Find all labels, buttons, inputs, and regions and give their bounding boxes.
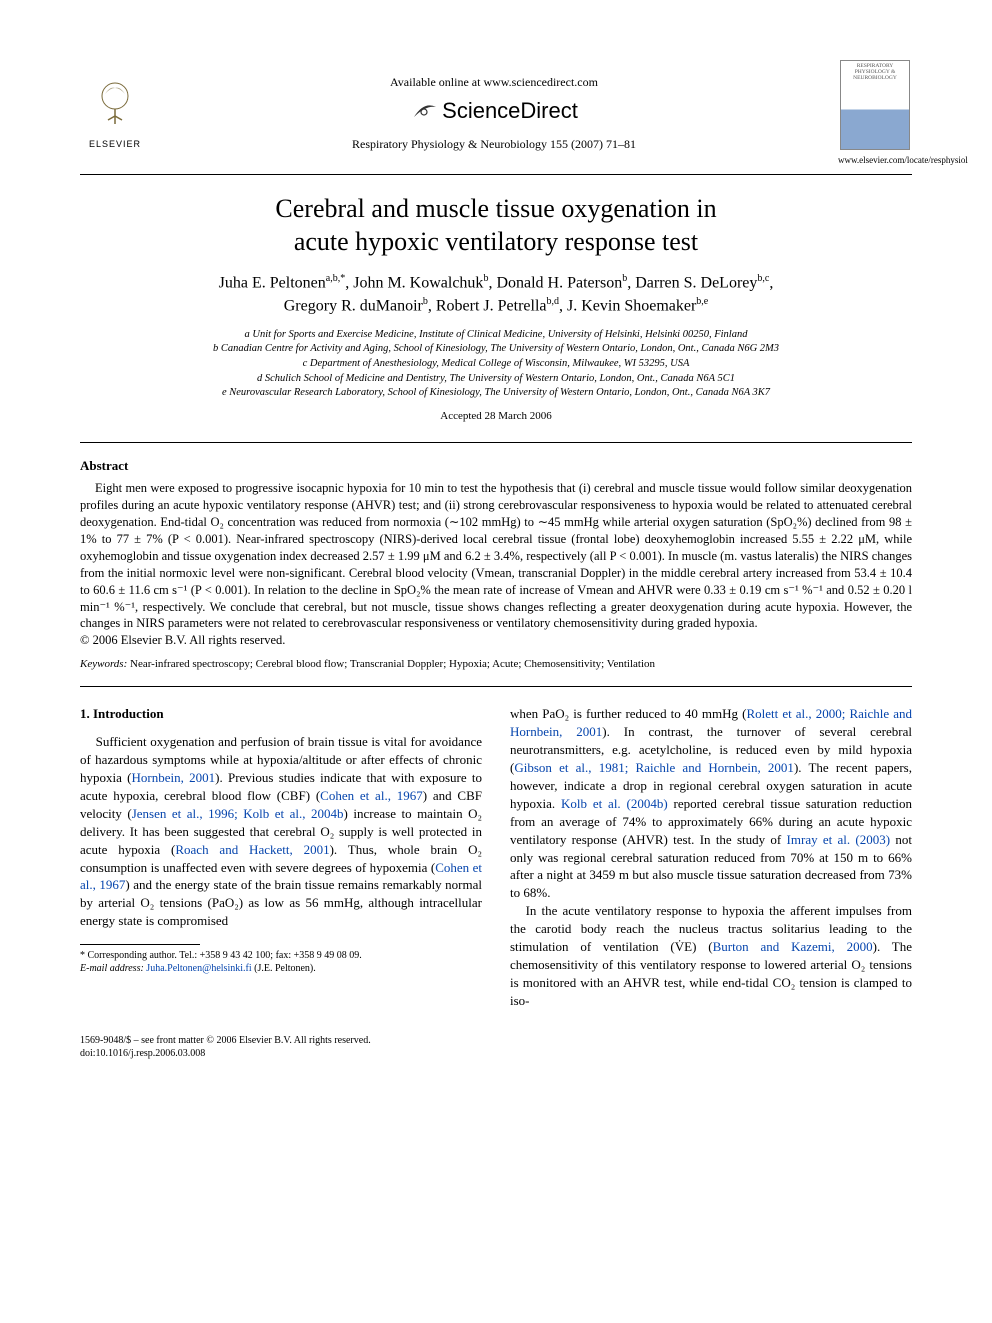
title-line-1: Cerebral and muscle tissue oxygenation i… (275, 194, 716, 223)
available-online-text: Available online at www.sciencedirect.co… (150, 74, 838, 90)
paper-title: Cerebral and muscle tissue oxygenation i… (80, 193, 912, 258)
accepted-date: Accepted 28 March 2006 (80, 409, 912, 424)
header-center: Available online at www.sciencedirect.co… (150, 74, 838, 152)
keywords-label: Keywords: (80, 658, 127, 670)
author-affil-sup: b,c (757, 273, 769, 284)
page-header: ELSEVIER Available online at www.science… (80, 60, 912, 166)
intro-paragraph-3: In the acute ventilatory response to hyp… (510, 902, 912, 1010)
title-line-2: acute hypoxic ventilatory response test (294, 227, 698, 256)
footer-doi: doi:10.1016/j.resp.2006.03.008 (80, 1047, 371, 1061)
footnote-rule (80, 944, 200, 945)
citation-link[interactable]: Burton and Kazemi, 2000 (713, 939, 873, 954)
page-footer: 1569-9048/$ – see front matter © 2006 El… (80, 1034, 912, 1061)
sciencedirect-swoosh-icon (410, 97, 438, 125)
author-affil-sup: b,d (546, 296, 559, 307)
affiliation: b Canadian Centre for Activity and Aging… (80, 342, 912, 357)
footnote-email-label: E-mail address: (80, 963, 144, 974)
body-text: ) and the energy state of the brain tiss… (80, 877, 482, 928)
author-affil-sup: b,e (696, 296, 708, 307)
citation-link[interactable]: Jensen et al., 1996; Kolb et al., 2004b (132, 806, 344, 821)
intro-paragraph-1: Sufficient oxygenation and perfusion of … (80, 733, 482, 930)
footer-front-matter: 1569-9048/$ – see front matter © 2006 El… (80, 1034, 371, 1048)
author: J. Kevin Shoemaker (567, 297, 696, 314)
affiliation: e Neurovascular Research Laboratory, Sch… (80, 386, 912, 401)
abstract-body: Eight men were exposed to progressive is… (80, 480, 912, 649)
journal-cover-title: RESPIRATORY PHYSIOLOGY & NEUROBIOLOGY (843, 63, 907, 81)
citation-link[interactable]: Cohen et al., 1967 (320, 788, 423, 803)
header-rule (80, 174, 912, 175)
author: Robert J. Petrella (436, 297, 547, 314)
author-affil-sup: a,b,* (326, 273, 345, 284)
abstract-bottom-rule (80, 686, 912, 687)
keywords-text: Near-infrared spectroscopy; Cerebral blo… (130, 658, 655, 670)
citation-link[interactable]: Imray et al. (2003) (787, 832, 891, 847)
journal-cover-thumbnail: RESPIRATORY PHYSIOLOGY & NEUROBIOLOGY (840, 60, 910, 150)
affiliations: a Unit for Sports and Exercise Medicine,… (80, 328, 912, 401)
elsevier-tree-icon (88, 76, 142, 130)
journal-reference: Respiratory Physiology & Neurobiology 15… (150, 136, 838, 152)
corresponding-author-footnote: * Corresponding author. Tel.: +358 9 43 … (80, 949, 482, 975)
locate-url: www.elsevier.com/locate/resphysiol (838, 154, 912, 166)
affiliation: c Department of Anesthesiology, Medical … (80, 357, 912, 372)
author: Gregory R. duManoir (284, 297, 423, 314)
author: Darren S. DeLorey (635, 274, 757, 291)
abstract-heading: Abstract (80, 457, 912, 475)
citation-link[interactable]: Kolb et al. (2004b) (561, 796, 668, 811)
intro-paragraph-2: when PaO₂ is further reduced to 40 mmHg … (510, 705, 912, 902)
footnote-email-tail: (J.E. Peltonen). (252, 963, 316, 974)
footer-left: 1569-9048/$ – see front matter © 2006 El… (80, 1034, 371, 1061)
author: Juha E. Peltonen (219, 274, 326, 291)
affiliation: d Schulich School of Medicine and Dentis… (80, 372, 912, 387)
section-heading-intro: 1. Introduction (80, 705, 482, 723)
author: John M. Kowalchuk (353, 274, 483, 291)
abstract-top-rule (80, 442, 912, 443)
author-affil-sup: b (622, 273, 627, 284)
sciencedirect-logo: ScienceDirect (410, 96, 578, 126)
citation-link[interactable]: Roach and Hackett, 2001 (175, 842, 329, 857)
author-affil-sup: b (423, 296, 428, 307)
citation-link[interactable]: Hornbein, 2001 (131, 770, 215, 785)
author-affil-sup: b (483, 273, 488, 284)
body-columns: 1. Introduction Sufficient oxygenation a… (80, 705, 912, 1010)
footnote-email-link[interactable]: Juha.Peltonen@helsinki.fi (146, 963, 251, 974)
author: Donald H. Paterson (496, 274, 622, 291)
elsevier-logo: ELSEVIER (80, 76, 150, 151)
abstract-copyright: © 2006 Elsevier B.V. All rights reserved… (80, 633, 285, 647)
body-text: when PaO₂ is further reduced to 40 mmHg … (510, 706, 746, 721)
journal-cover: RESPIRATORY PHYSIOLOGY & NEUROBIOLOGY ww… (838, 60, 912, 166)
affiliation: a Unit for Sports and Exercise Medicine,… (80, 328, 912, 343)
footnote-contact: * Corresponding author. Tel.: +358 9 43 … (80, 949, 482, 962)
citation-link[interactable]: Gibson et al., 1981; Raichle and Hornbei… (514, 760, 794, 775)
author-list: Juha E. Peltonena,b,*, John M. Kowalchuk… (80, 272, 912, 317)
abstract-text: Eight men were exposed to progressive is… (80, 480, 912, 632)
elsevier-label: ELSEVIER (80, 138, 150, 150)
sciencedirect-text: ScienceDirect (442, 96, 578, 126)
keywords-line: Keywords: Near-infrared spectroscopy; Ce… (80, 657, 912, 672)
